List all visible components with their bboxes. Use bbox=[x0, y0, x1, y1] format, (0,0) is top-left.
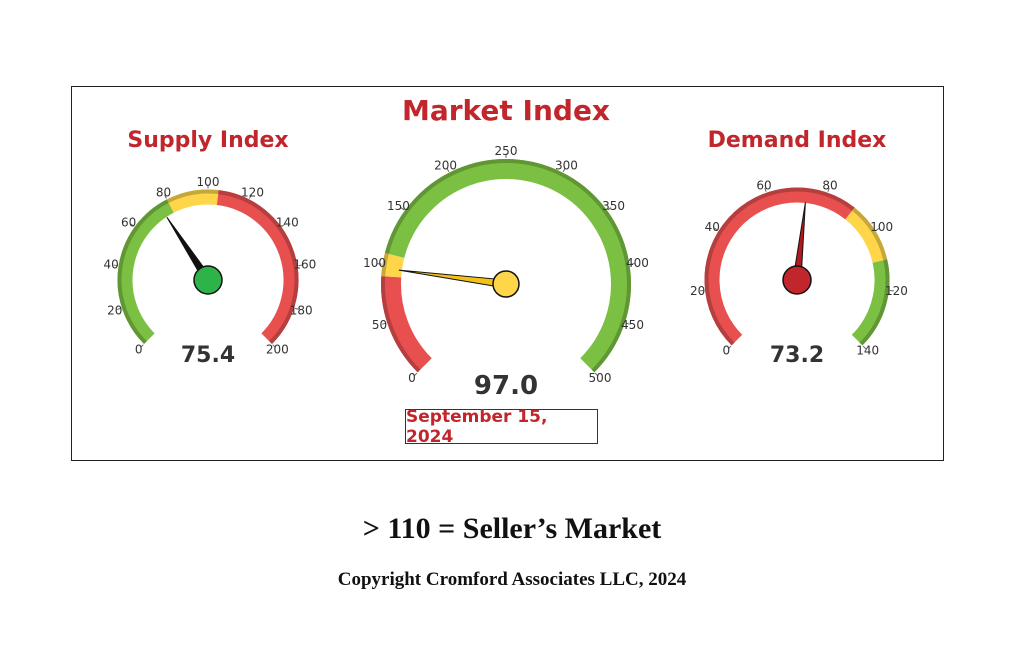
demand-band-1 bbox=[845, 207, 888, 264]
market-band-0 bbox=[381, 276, 432, 373]
market-tick-mark bbox=[562, 167, 566, 172]
supply-tick-label: 140 bbox=[276, 215, 299, 229]
market-tick-mark bbox=[446, 167, 450, 172]
supply-tick-label: 40 bbox=[104, 258, 119, 272]
supply-tick-mark bbox=[281, 223, 286, 227]
demand-band-2 bbox=[851, 259, 890, 346]
demand-band-edge-1 bbox=[852, 207, 888, 261]
supply-tick-label: 120 bbox=[241, 186, 264, 200]
market-band-edge-2 bbox=[384, 159, 631, 373]
demand-tick-mark bbox=[862, 345, 867, 350]
market-tick-label: 50 bbox=[372, 318, 387, 332]
demand-tick-mark bbox=[875, 227, 880, 231]
supply-tick-mark bbox=[140, 344, 144, 348]
market-band-edge-0 bbox=[381, 276, 421, 373]
market-tick-label: 450 bbox=[621, 318, 644, 332]
market-tick-mark bbox=[625, 322, 630, 325]
market-band-1 bbox=[381, 252, 405, 278]
supply-tick-mark bbox=[272, 344, 276, 348]
supply-band-edge-1 bbox=[166, 189, 219, 203]
supply-tick-label: 200 bbox=[266, 342, 289, 356]
demand-tick-label: 140 bbox=[856, 344, 879, 358]
supply-tick-mark bbox=[164, 194, 167, 199]
market-tick-mark bbox=[382, 322, 387, 325]
demand-band-edge-2 bbox=[859, 259, 890, 346]
market-index-value: 97.0 bbox=[474, 371, 538, 401]
demand-tick-label: 100 bbox=[870, 220, 893, 234]
demand-tick-label: 120 bbox=[885, 284, 908, 298]
supply-tick-mark bbox=[113, 264, 118, 267]
supply-band-0 bbox=[117, 199, 174, 344]
market-tick-label: 300 bbox=[555, 159, 578, 173]
demand-tick-mark bbox=[764, 187, 767, 192]
supply-tick-label: 20 bbox=[107, 303, 122, 317]
market-tick-label: 200 bbox=[434, 159, 457, 173]
market-tick-label: 400 bbox=[626, 256, 649, 270]
market-tick-label: 0 bbox=[408, 371, 416, 385]
demand-tick-label: 60 bbox=[756, 179, 771, 193]
supply-band-2 bbox=[216, 190, 299, 344]
supply-tick-mark bbox=[294, 307, 299, 310]
supply-tick-mark bbox=[298, 264, 303, 267]
supply-tick-label: 160 bbox=[293, 258, 316, 272]
market-band-edge-1 bbox=[381, 252, 389, 277]
market-tick-mark bbox=[377, 263, 382, 265]
market-tick-mark bbox=[400, 207, 405, 211]
market-tick-mark bbox=[607, 207, 612, 211]
demand-index-title: Demand Index bbox=[708, 128, 887, 153]
supply-tick-mark bbox=[130, 223, 135, 227]
market-index-title: Market Index bbox=[402, 94, 610, 127]
demand-tick-label: 40 bbox=[705, 220, 720, 234]
supply-tick-label: 0 bbox=[135, 342, 143, 356]
gauge-panel bbox=[71, 86, 944, 461]
market-tick-label: 500 bbox=[589, 371, 612, 385]
supply-tick-mark bbox=[249, 194, 252, 199]
demand-tick-mark bbox=[727, 345, 732, 350]
supply-tick-label: 60 bbox=[121, 215, 136, 229]
market-tick-label: 100 bbox=[363, 256, 386, 270]
supply-tick-label: 180 bbox=[290, 303, 313, 317]
supply-band-edge-2 bbox=[218, 190, 299, 344]
demand-tick-mark bbox=[827, 187, 830, 192]
market-tick-label: 350 bbox=[602, 199, 625, 213]
market-tick-label: 150 bbox=[387, 199, 410, 213]
date-label: September 15, 2024 bbox=[405, 407, 598, 447]
market-band-2 bbox=[384, 159, 631, 373]
demand-band-edge-0 bbox=[704, 187, 855, 346]
supply-tick-label: 100 bbox=[197, 175, 220, 189]
market-tick-label: 250 bbox=[495, 144, 518, 158]
market-tick-mark bbox=[630, 263, 635, 265]
demand-band-0 bbox=[704, 187, 855, 346]
demand-tick-label: 0 bbox=[722, 344, 730, 358]
supply-needle-hub bbox=[193, 265, 223, 295]
demand-index-value: 73.2 bbox=[770, 343, 824, 368]
market-needle bbox=[398, 269, 508, 289]
copyright-text: Copyright Cromford Associates LLC, 2024 bbox=[337, 569, 687, 590]
supply-tick-label: 80 bbox=[156, 186, 171, 200]
demand-tick-label: 20 bbox=[690, 284, 705, 298]
demand-tick-label: 80 bbox=[822, 179, 837, 193]
demand-needle-hub bbox=[782, 265, 812, 295]
market-tick-mark bbox=[594, 372, 599, 377]
supply-band-1 bbox=[166, 189, 219, 213]
market-needle-hub bbox=[492, 270, 520, 298]
market-tick-mark bbox=[413, 372, 418, 377]
supply-tick-mark bbox=[117, 307, 122, 310]
demand-tick-mark bbox=[714, 227, 719, 231]
supply-band-edge-0 bbox=[117, 199, 169, 344]
market-caption: > 110 = Seller’s Market bbox=[362, 512, 662, 545]
supply-index-value: 75.4 bbox=[181, 343, 235, 368]
supply-index-title: Supply Index bbox=[127, 128, 288, 153]
